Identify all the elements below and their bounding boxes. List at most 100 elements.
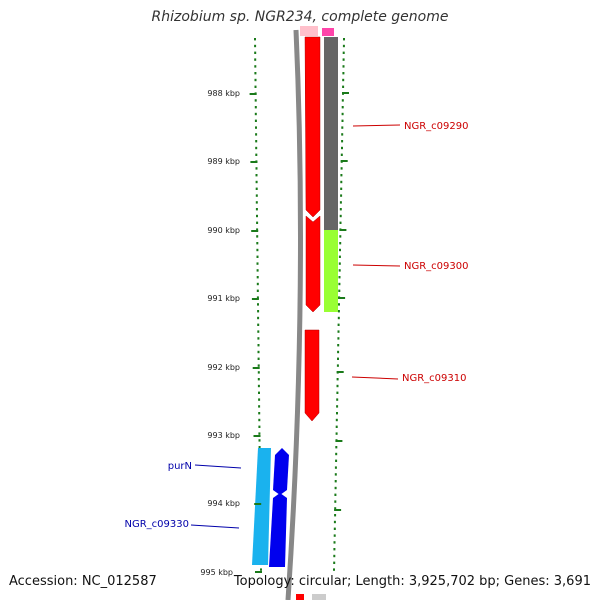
ruler-dot: [255, 180, 258, 184]
ruler-dot: [335, 432, 338, 435]
genome-summary: Topology: circular; Length: 3,925,702 bp…: [233, 574, 591, 589]
ruler-dot: [257, 316, 260, 320]
backbone-curve: [285, 29, 303, 600]
ruler-dot: [336, 391, 339, 394]
feature-blue-2[interactable]: [269, 493, 287, 567]
ruler-dot: [255, 146, 258, 150]
ruler-dot: [256, 276, 259, 279]
ruler-dot: [255, 174, 258, 177]
ruler-dot: [337, 337, 340, 340]
ruler-dot: [256, 221, 259, 224]
right-tick: [340, 160, 348, 162]
gene-label-NGR_c09290[interactable]: NGR_c09290: [404, 121, 469, 132]
ruler-dot: [341, 146, 343, 150]
ruler-dot: [334, 473, 337, 476]
kbp-tick: [254, 503, 262, 505]
ruler-dot: [255, 140, 258, 143]
gene-label-NGR_c09330[interactable]: NGR_c09330: [125, 519, 190, 530]
kbp-tick: [250, 161, 258, 163]
feature-red-1[interactable]: [304, 36, 321, 218]
ruler-dot: [342, 72, 345, 75]
ruler-dot: [257, 384, 260, 388]
ruler-dot: [256, 255, 259, 258]
ruler-dot: [256, 289, 259, 292]
ruler-dot: [257, 371, 260, 374]
ruler-dot: [334, 507, 337, 510]
ruler-dot: [334, 486, 337, 490]
ruler-dot: [339, 235, 342, 238]
ruler-dot: [257, 364, 260, 367]
kbp-label: 988 kbp: [207, 89, 240, 98]
ruler-dot: [342, 44, 345, 48]
gene-line-NGR_c09290: [352, 124, 401, 127]
gene-line-NGR_c09300: [352, 264, 401, 267]
kbp-tick: [255, 571, 262, 573]
ruler-dot: [335, 452, 338, 456]
feature-red-2[interactable]: [305, 215, 321, 313]
kbp-tick: [249, 93, 257, 95]
ruler-dot: [338, 282, 341, 286]
ruler-dot: [336, 405, 339, 408]
kbp-tick: [252, 367, 260, 369]
ruler-dot: [256, 262, 259, 265]
ruler-dot: [334, 493, 337, 496]
ruler-dot: [254, 106, 257, 109]
gene-label-lines: [190, 124, 401, 529]
ruler-dot: [341, 140, 344, 143]
ruler-dot: [339, 248, 341, 252]
ruler-dot: [336, 384, 339, 388]
ruler-dot: [333, 561, 336, 564]
ruler-dot: [341, 99, 344, 102]
ruler-dot: [254, 44, 257, 48]
feature-red-3[interactable]: [304, 329, 320, 422]
ruler-dot: [333, 554, 336, 558]
ruler-dot: [254, 58, 257, 61]
feature-gray[interactable]: [324, 37, 338, 230]
ruler-dot: [333, 541, 336, 544]
kbp-label: 993 kbp: [207, 431, 240, 440]
ruler-dot: [340, 153, 343, 156]
right-tick: [339, 229, 347, 231]
ruler-dot: [338, 262, 341, 265]
kbp-label: 989 kbp: [207, 157, 240, 166]
ruler-dot: [258, 398, 261, 401]
ruler-dot: [339, 221, 342, 224]
ruler-dot: [333, 520, 336, 524]
kbp-label: 990 kbp: [207, 226, 240, 235]
ruler-dot: [334, 500, 337, 503]
ruler-dot: [257, 350, 260, 354]
ruler-dot: [258, 432, 261, 435]
ruler-dot: [255, 133, 258, 136]
feature-lime[interactable]: [324, 230, 338, 312]
ruler-dot: [258, 391, 260, 394]
ruler-dot: [341, 126, 344, 129]
gene-label-NGR_c09300[interactable]: NGR_c09300: [404, 261, 469, 272]
ruler-dot: [337, 316, 340, 320]
gene-label-NGR_c09310[interactable]: NGR_c09310: [402, 373, 467, 384]
ruler-dot: [340, 167, 343, 170]
ruler-dot: [336, 364, 339, 367]
ruler-dot: [255, 153, 258, 156]
ruler-dot: [257, 357, 260, 360]
ruler-dot: [255, 201, 258, 204]
bottom-red-fragment: [296, 594, 304, 600]
bottom-gray-fragment: [312, 594, 326, 600]
ruler-dot: [258, 405, 261, 408]
gene-label-purN[interactable]: purN: [168, 461, 192, 472]
ruler-dot: [336, 412, 338, 415]
right-tick: [335, 440, 343, 442]
ruler-dot: [256, 228, 259, 231]
ruler-dot: [338, 255, 341, 258]
ruler-dot: [342, 85, 345, 88]
ruler-dot: [333, 548, 336, 551]
ruler-dot: [341, 106, 344, 109]
ruler-dot: [257, 310, 260, 313]
accession-label: Accession: NC_012587: [9, 574, 157, 589]
feature-blue-1[interactable]: [273, 448, 289, 495]
ruler-dot: [256, 269, 259, 272]
ruler-dot: [333, 568, 335, 571]
feature-cyan[interactable]: [252, 448, 271, 565]
ruler-dot: [337, 344, 340, 347]
ruler-dot: [338, 303, 340, 306]
